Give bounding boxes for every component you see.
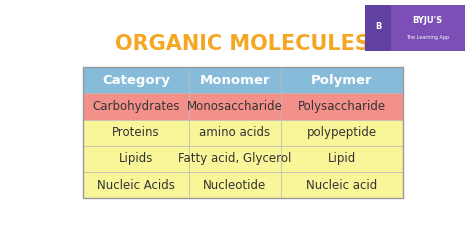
Text: Lipid: Lipid bbox=[328, 152, 356, 165]
Bar bbox=[83, 93, 189, 119]
Text: Monosaccharide: Monosaccharide bbox=[187, 100, 283, 113]
Text: Proteins: Proteins bbox=[112, 126, 160, 139]
Bar bbox=[281, 146, 403, 172]
Text: Fatty acid, Glycerol: Fatty acid, Glycerol bbox=[178, 152, 292, 165]
Bar bbox=[281, 172, 403, 198]
Bar bbox=[281, 93, 403, 119]
Bar bbox=[281, 119, 403, 146]
Text: Lipids: Lipids bbox=[118, 152, 153, 165]
Text: Nucleic Acids: Nucleic Acids bbox=[97, 179, 175, 192]
Text: Polymer: Polymer bbox=[311, 73, 373, 87]
Text: The Learning App: The Learning App bbox=[406, 35, 449, 40]
Text: amino acids: amino acids bbox=[200, 126, 271, 139]
Bar bbox=[189, 146, 281, 172]
Bar bbox=[83, 146, 189, 172]
Text: Carbohydrates: Carbohydrates bbox=[92, 100, 180, 113]
Bar bbox=[189, 67, 281, 93]
Bar bbox=[83, 119, 189, 146]
Text: Nucleic acid: Nucleic acid bbox=[306, 179, 378, 192]
Bar bbox=[83, 67, 403, 198]
Bar bbox=[189, 119, 281, 146]
Bar bbox=[189, 93, 281, 119]
Bar bbox=[281, 67, 403, 93]
Text: Category: Category bbox=[102, 73, 170, 87]
Bar bbox=[83, 172, 189, 198]
Text: BYJU'S: BYJU'S bbox=[413, 16, 443, 25]
Text: B: B bbox=[375, 22, 381, 31]
Text: Nucleotide: Nucleotide bbox=[203, 179, 266, 192]
Text: ORGANIC MOLECULES: ORGANIC MOLECULES bbox=[116, 34, 370, 54]
Bar bbox=[83, 67, 189, 93]
Text: Polysaccharide: Polysaccharide bbox=[298, 100, 386, 113]
Text: Monomer: Monomer bbox=[200, 73, 270, 87]
Bar bbox=[189, 172, 281, 198]
Text: polypeptide: polypeptide bbox=[307, 126, 377, 139]
